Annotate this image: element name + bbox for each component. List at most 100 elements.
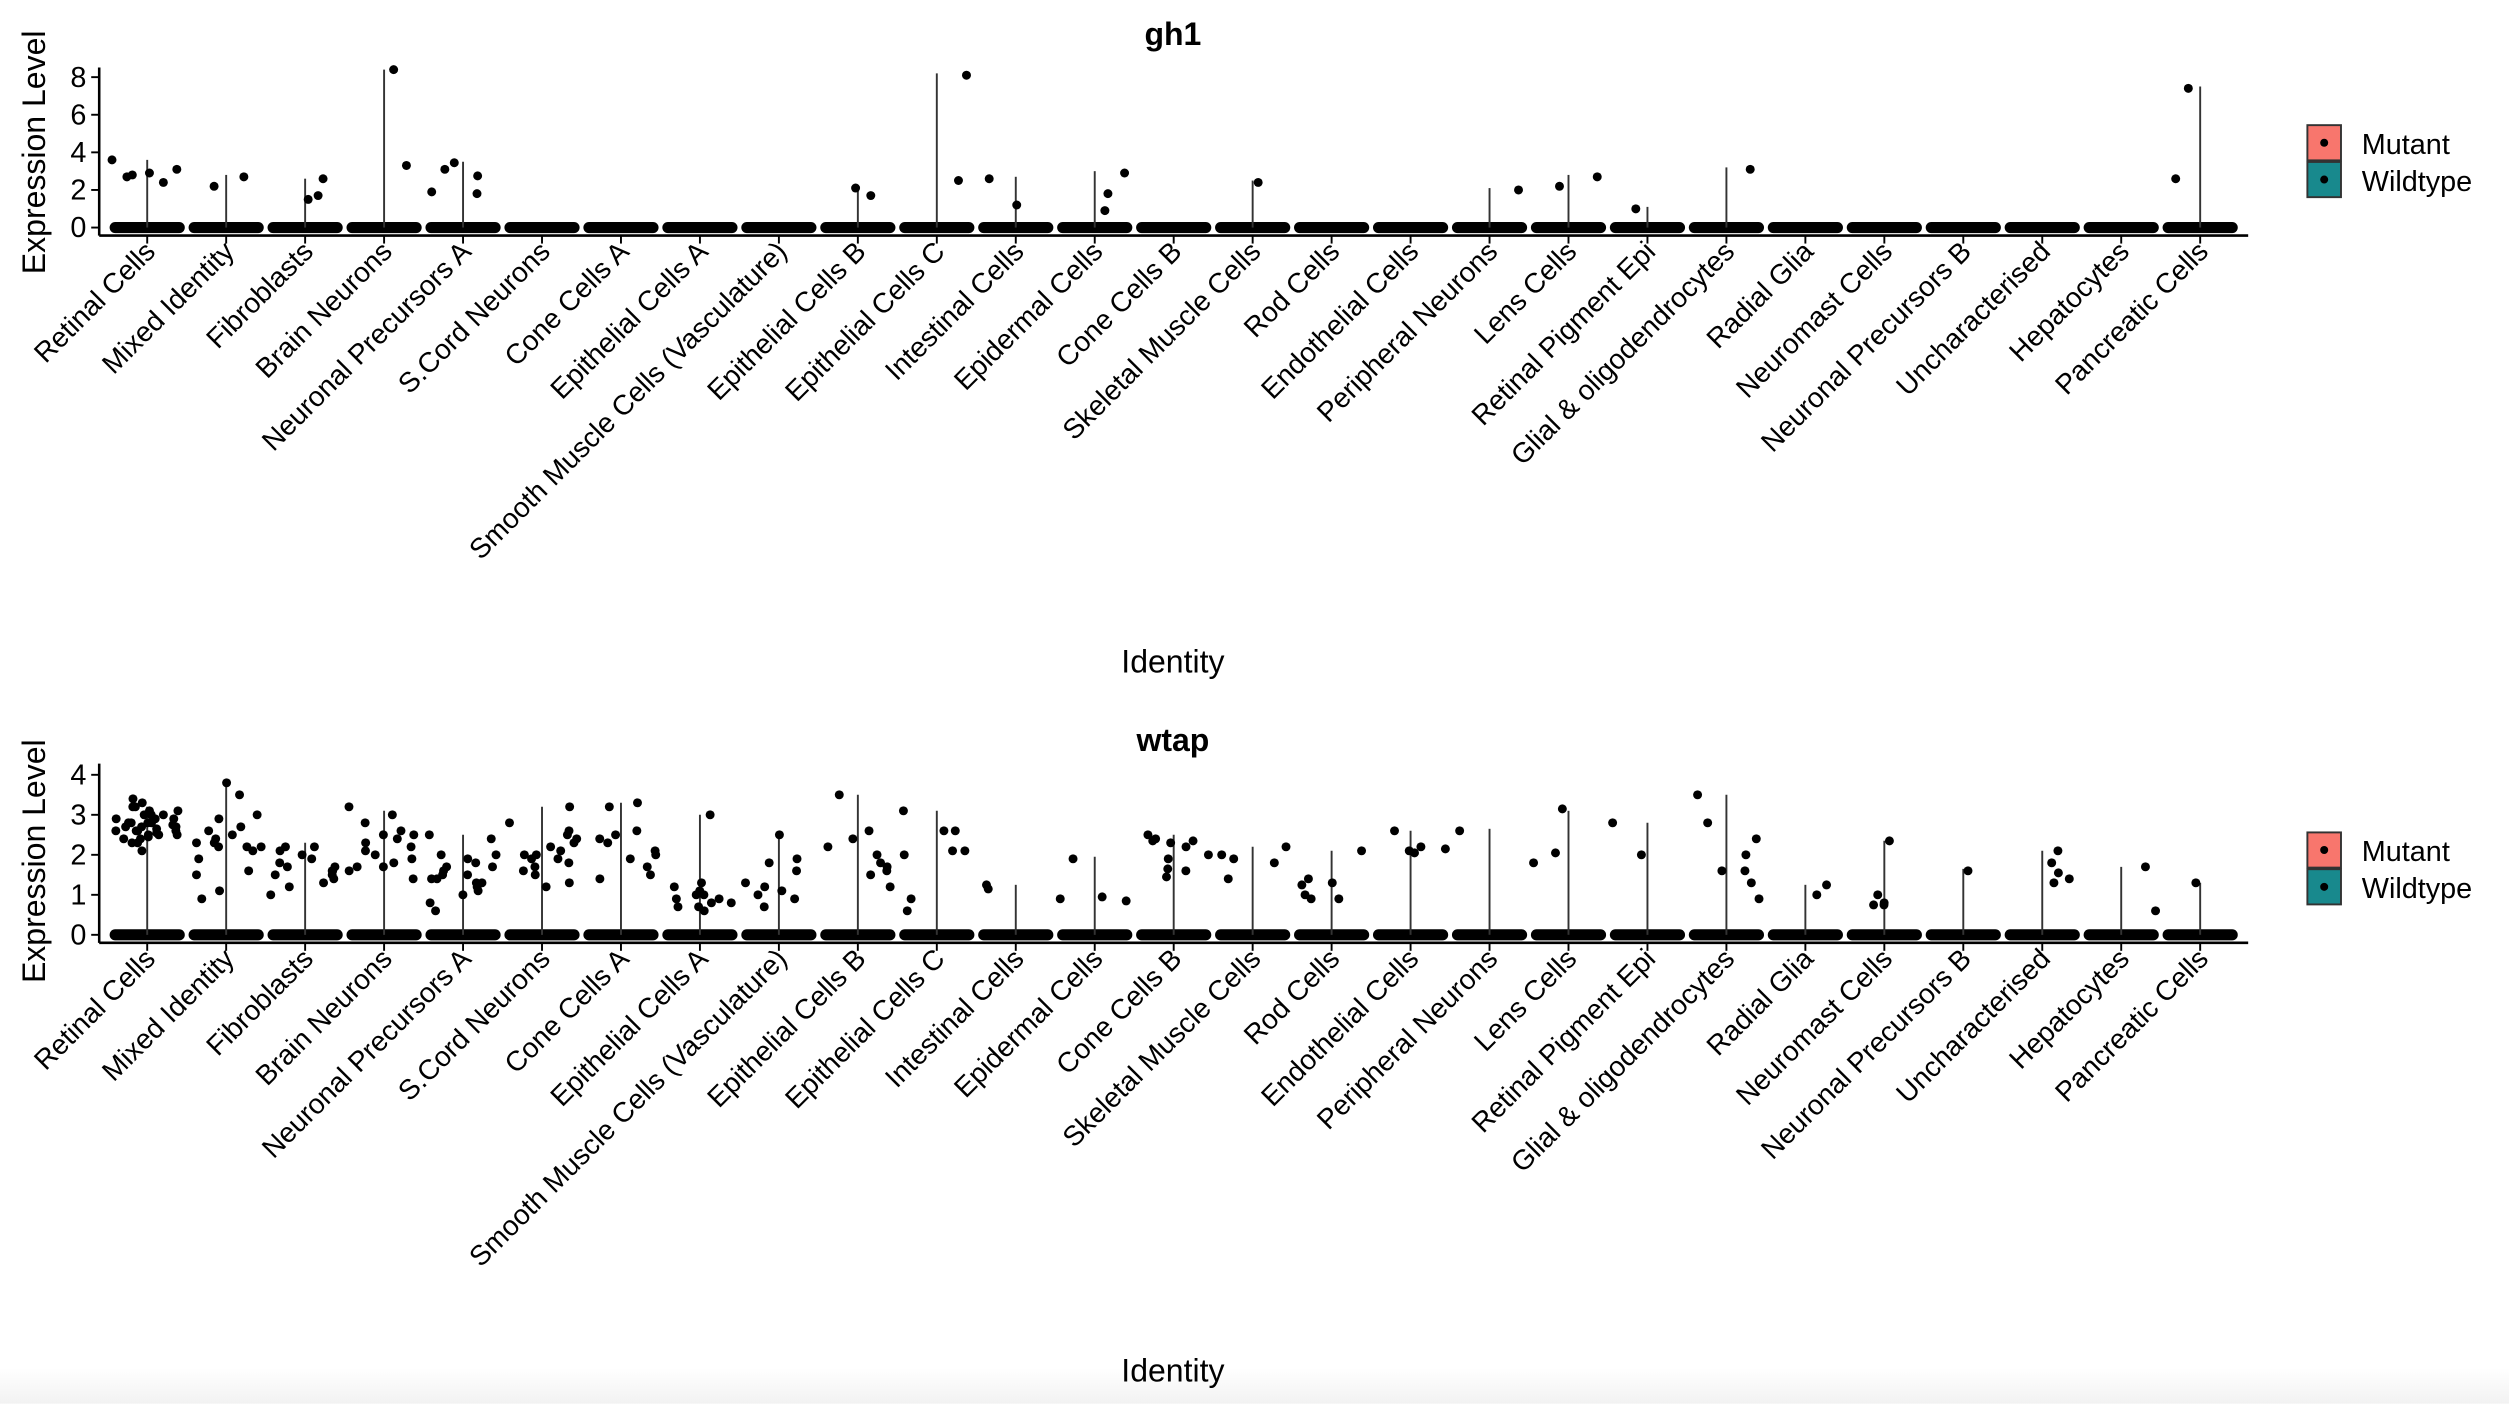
data-point [158, 810, 168, 820]
data-point [645, 870, 655, 880]
y-tick-label: 4 [70, 759, 86, 791]
data-point [389, 858, 399, 868]
panel-title: wtap [1135, 722, 1209, 758]
data-point [124, 818, 133, 828]
data-point [1812, 890, 1822, 900]
data-point [313, 191, 323, 201]
data-point [488, 862, 497, 872]
data-point [431, 906, 441, 916]
data-point [699, 890, 709, 900]
data-point [530, 862, 540, 872]
data-point [633, 798, 642, 808]
data-point [270, 870, 280, 880]
data-point [360, 818, 370, 828]
data-point [344, 802, 354, 812]
data-point [953, 176, 963, 185]
data-point [960, 846, 970, 856]
legend-point-icon [2320, 175, 2329, 184]
data-point [275, 846, 285, 856]
data-point [699, 906, 709, 916]
data-point [378, 830, 388, 840]
violin-group: Uncharacterised [1890, 846, 2080, 1109]
data-point [1203, 850, 1213, 860]
data-point [1269, 858, 1279, 868]
data-point [834, 790, 844, 800]
data-point [471, 858, 481, 868]
data-point [790, 894, 800, 904]
legend-point-icon [2320, 882, 2329, 891]
data-point [823, 842, 833, 852]
data-point [899, 850, 909, 860]
violin-group: Endothelial Cells [1255, 826, 1450, 1112]
violin-group: Neuromast Cells [1730, 836, 1922, 1111]
data-point [309, 842, 319, 852]
data-point [425, 898, 435, 908]
data-point [2053, 868, 2063, 878]
data-point [902, 906, 912, 916]
data-point [565, 802, 575, 812]
data-point [1303, 874, 1313, 884]
y-tick-label: 6 [70, 99, 86, 131]
data-point [1741, 850, 1751, 860]
y-tick-label: 0 [70, 919, 86, 951]
data-point [227, 830, 237, 840]
data-point [256, 842, 266, 852]
data-point [546, 842, 556, 852]
data-point [1097, 892, 1107, 902]
data-point [137, 846, 147, 856]
data-point [173, 806, 183, 816]
data-point [1551, 848, 1560, 858]
data-point [1608, 818, 1618, 828]
data-point [726, 898, 736, 908]
data-point [2064, 874, 2074, 884]
data-point [458, 890, 468, 900]
data-point [603, 838, 613, 848]
data-point [505, 818, 514, 828]
data-point [706, 898, 716, 908]
data-point [1188, 836, 1198, 846]
data-point [244, 866, 254, 876]
data-point [1229, 854, 1239, 864]
data-point [473, 171, 483, 181]
data-point [107, 155, 117, 165]
x-tick-label: Intestinal Cells [879, 235, 1030, 386]
data-point [409, 830, 419, 840]
data-point [1884, 836, 1894, 846]
data-point [2151, 906, 2161, 916]
data-point [625, 854, 635, 864]
data-point [1746, 878, 1756, 888]
data-point [1869, 900, 1879, 910]
data-point [1217, 850, 1227, 860]
data-point [673, 902, 683, 912]
data-point [307, 854, 317, 864]
data-point [1740, 866, 1750, 876]
data-point [168, 820, 178, 830]
data-point [604, 802, 614, 812]
data-point [1306, 894, 1316, 904]
data-point [898, 806, 908, 816]
data-point [527, 854, 537, 864]
data-point [1416, 842, 1426, 852]
data-point [360, 846, 370, 856]
data-point [1404, 846, 1414, 856]
data-point [214, 842, 224, 852]
y-tick-label: 3 [70, 799, 86, 831]
bottom-shade [0, 1368, 2509, 1404]
data-point [885, 882, 895, 892]
data-point [318, 174, 328, 184]
y-axis-label: Expression Level [16, 31, 52, 275]
data-point [1555, 181, 1564, 191]
data-point [407, 854, 417, 864]
data-point [866, 191, 876, 201]
data-point [131, 826, 141, 836]
data-point [2191, 878, 2201, 888]
x-tick-label: Intestinal Cells [879, 943, 1030, 1094]
data-point [284, 882, 294, 892]
data-point [396, 826, 406, 836]
data-point [2053, 846, 2063, 856]
data-point [759, 902, 769, 912]
data-point [387, 810, 397, 820]
violin-group: Neuronal Precursors B [1755, 866, 2001, 1165]
